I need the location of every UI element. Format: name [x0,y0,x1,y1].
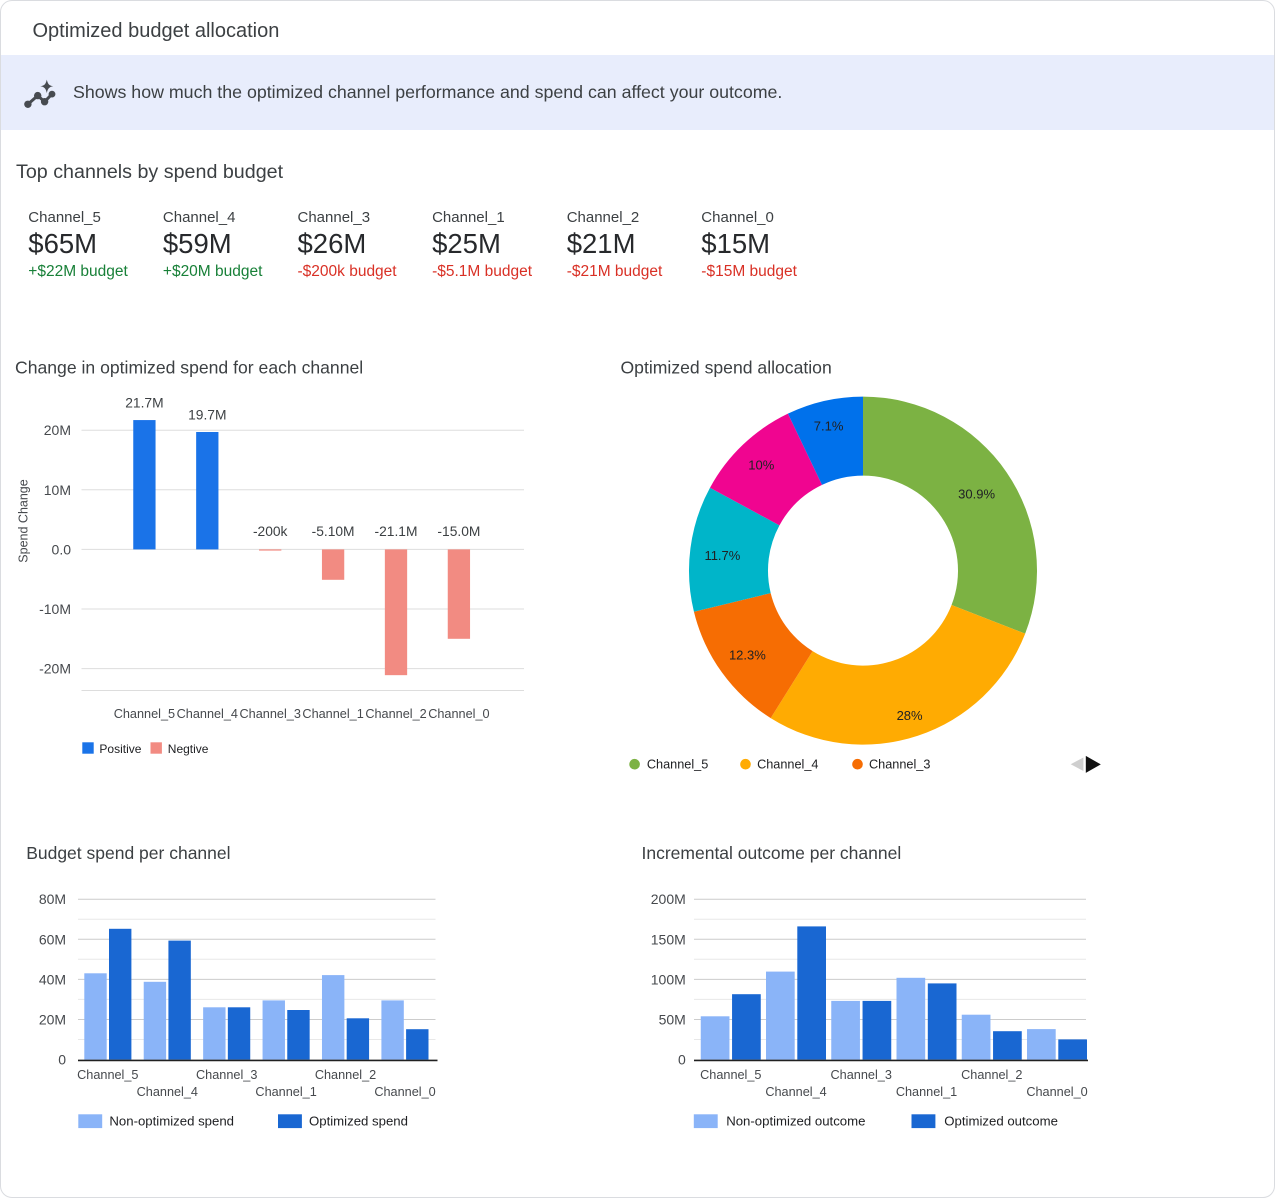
svg-text:7.1%: 7.1% [814,419,844,434]
svg-text:30.9%: 30.9% [958,486,995,501]
svg-text:Channel_3: Channel_3 [831,1068,892,1082]
svg-text:Channel_5: Channel_5 [114,707,175,721]
svg-text:Optimized spend allocation: Optimized spend allocation [621,358,832,378]
svg-text:19.7M: 19.7M [188,407,226,422]
svg-text:Channel_5: Channel_5 [77,1068,138,1082]
svg-text:Channel_0: Channel_0 [1026,1085,1087,1099]
svg-text:10%: 10% [748,458,774,473]
svg-text:0.0: 0.0 [52,541,72,557]
svg-text:200M: 200M [651,891,686,907]
svg-text:50M: 50M [659,1012,686,1028]
svg-text:Channel_4: Channel_4 [137,1085,198,1099]
svg-text:Spend Change: Spend Change [17,479,31,562]
svg-text:-21.1M: -21.1M [375,524,418,539]
svg-text:Channel_3: Channel_3 [869,758,930,772]
svg-text:12.3%: 12.3% [729,648,766,663]
svg-text:Channel_1: Channel_1 [255,1085,316,1099]
svg-text:28%: 28% [897,708,923,723]
svg-text:-15.0M: -15.0M [437,524,480,539]
svg-text:Channel_1: Channel_1 [302,707,363,721]
svg-text:Channel_3: Channel_3 [240,707,301,721]
svg-text:21.7M: 21.7M [125,395,163,410]
svg-text:Channel_2: Channel_2 [315,1068,376,1082]
svg-text:Channel_4: Channel_4 [757,758,818,772]
svg-text:Channel_0: Channel_0 [374,1085,435,1099]
svg-text:11.7%: 11.7% [704,548,740,563]
svg-text:Channel_2: Channel_2 [365,707,426,721]
svg-text:Non-optimized outcome: Non-optimized outcome [726,1113,865,1128]
svg-text:Incremental outcome per channe: Incremental outcome per channel [642,843,902,863]
svg-text:40M: 40M [39,971,66,987]
svg-text:Channel_4: Channel_4 [765,1085,826,1099]
svg-text:Channel_5: Channel_5 [700,1068,761,1082]
svg-text:Channel_1: Channel_1 [896,1085,957,1099]
svg-text:0: 0 [58,1052,66,1068]
svg-text:-5.10M: -5.10M [312,524,355,539]
svg-text:150M: 150M [651,931,686,947]
svg-text:Optimized spend: Optimized spend [309,1113,408,1128]
svg-text:60M: 60M [39,931,66,947]
svg-text:Optimized outcome: Optimized outcome [944,1113,1058,1128]
svg-text:-200k: -200k [253,524,288,539]
svg-text:80M: 80M [39,891,66,907]
svg-text:0: 0 [678,1052,686,1068]
svg-text:10M: 10M [44,482,71,498]
svg-text:20M: 20M [44,422,71,438]
svg-text:Budget spend per channel: Budget spend per channel [26,843,230,863]
svg-text:Channel_2: Channel_2 [961,1068,1022,1082]
svg-text:Change in optimized spend for: Change in optimized spend for each chann… [15,358,363,378]
svg-text:100M: 100M [651,971,686,987]
svg-text:Channel_3: Channel_3 [196,1068,257,1082]
svg-text:-10M: -10M [39,601,71,617]
svg-text:Channel_5: Channel_5 [647,758,708,772]
svg-text:Negtive: Negtive [168,742,209,756]
svg-text:20M: 20M [39,1012,66,1028]
svg-text:-20M: -20M [39,661,71,677]
svg-text:Positive: Positive [99,742,141,756]
svg-text:Channel_4: Channel_4 [177,707,238,721]
svg-text:Channel_0: Channel_0 [428,707,489,721]
svg-text:Non-optimized spend: Non-optimized spend [109,1113,234,1128]
